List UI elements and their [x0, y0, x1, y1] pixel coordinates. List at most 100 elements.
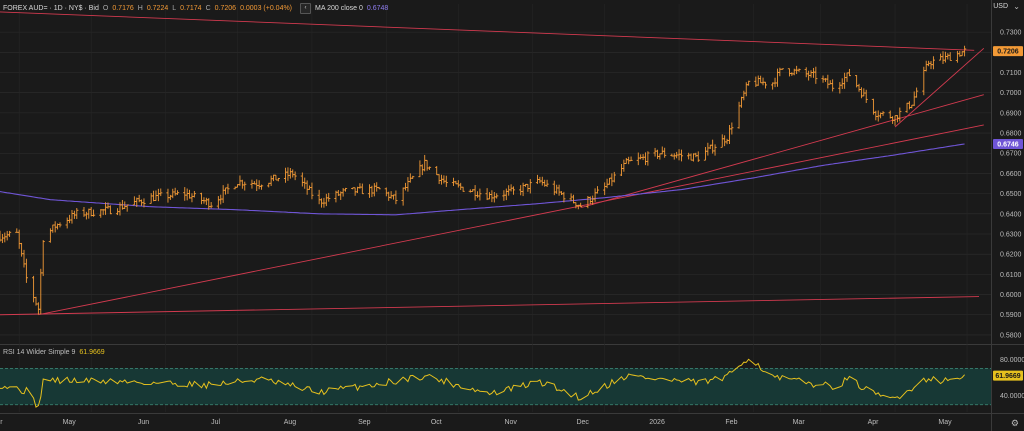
rsi-y-tick-label: 80.0000 — [1000, 357, 1024, 364]
ohlc-bar — [394, 190, 398, 205]
ma-value-tag: 0.6746 — [993, 138, 1023, 149]
ohlc-bar — [293, 171, 297, 181]
symbol-label[interactable]: FOREX AUD= · 1D · NY$ · Bid — [3, 5, 99, 12]
ohlc-bar — [276, 177, 280, 182]
chevron-left-icon[interactable]: ‹ — [300, 3, 312, 14]
trend-line — [894, 47, 985, 128]
y-tick-label: 0.6600 — [1000, 171, 1022, 178]
gear-icon[interactable]: ⚙ — [1010, 418, 1019, 428]
x-tick-label: May — [938, 419, 952, 426]
ohlc-bar — [209, 202, 213, 209]
ohlc-bar — [24, 258, 28, 283]
trend-line — [580, 94, 984, 209]
ohlc-bar — [461, 186, 465, 192]
y-tick-label: 0.7000 — [1000, 90, 1022, 97]
ohlc-bar — [125, 204, 129, 212]
y-tick-label: 0.6400 — [1000, 211, 1022, 218]
ohlc-bar — [595, 186, 600, 194]
trend-line — [0, 296, 980, 316]
rsi-line — [0, 358, 965, 408]
svg-text:0.6746: 0.6746 — [997, 141, 1019, 148]
open-label: O — [102, 5, 109, 12]
x-tick-label: Apr — [868, 419, 880, 426]
open-value: 0.7176 — [112, 5, 134, 12]
ohlc-bar — [175, 190, 180, 195]
ohlc-bar — [243, 181, 247, 191]
ohlc-bar — [511, 186, 516, 195]
ohlc-bar — [579, 202, 583, 208]
ohlc-bar — [864, 89, 868, 103]
ohlc-bar — [931, 56, 936, 70]
ohlc-bar — [142, 198, 146, 208]
y-tick-label: 0.6200 — [1000, 252, 1022, 259]
ma-label[interactable]: MA 200 close 0 — [315, 5, 363, 12]
ohlc-bar — [797, 68, 801, 72]
ohlc-bar — [898, 107, 902, 122]
close-label: C — [205, 5, 211, 12]
ohlc-bar — [411, 175, 415, 179]
ohlc-bar — [495, 193, 499, 199]
ma-value: 0.6748 — [366, 5, 389, 12]
ohlc-bar — [948, 52, 952, 61]
ohlc-bar — [646, 151, 650, 166]
low-label: L — [172, 5, 177, 12]
low-value: 0.7174 — [180, 5, 202, 12]
high-label: H — [137, 5, 143, 12]
ohlc-bar — [478, 188, 482, 201]
y-tick-label: 0.6700 — [1000, 151, 1022, 158]
svg-text:0.7206: 0.7206 — [997, 49, 1019, 56]
ohlc-bar — [259, 184, 264, 190]
ohlc-bar — [528, 179, 532, 194]
ohlc-bar — [377, 186, 381, 190]
x-tick-label: Jun — [138, 419, 149, 426]
x-tick-label: Feb — [725, 419, 737, 426]
rsi-label[interactable]: RSI 14 Wilder Simple 9 — [3, 349, 76, 356]
rsi-y-tick-label: 40.0000 — [1000, 393, 1024, 400]
change-value: 0.0003 (+0.04%) — [240, 5, 293, 12]
chevron-down-icon[interactable]: ⌄ — [1013, 2, 1020, 11]
ohlc-bar — [663, 147, 667, 158]
y-tick-label: 0.6900 — [1000, 110, 1022, 117]
x-tick-label: 2026 — [649, 419, 665, 426]
y-tick-label: 0.5800 — [1000, 332, 1022, 339]
ohlc-bar — [679, 149, 684, 162]
y-tick-label: 0.6300 — [1000, 231, 1022, 238]
y-tick-label: 0.6000 — [1000, 292, 1022, 299]
rsi-legend: RSI 14 Wilder Simple 9 61.9669 — [3, 349, 105, 356]
ohlc-bar — [226, 183, 230, 194]
ohlc-bar — [763, 81, 768, 89]
y-tick-label: 0.6100 — [1000, 272, 1022, 279]
ohlc-bar — [58, 222, 62, 228]
x-tick-label: Sep — [358, 419, 371, 426]
x-tick-label: Nov — [504, 419, 517, 426]
ohlc-bar — [327, 192, 331, 202]
ohlc-bar — [696, 151, 700, 162]
ohlc-bar — [747, 80, 751, 86]
x-tick-label: Mar — [793, 419, 806, 426]
moving-average-line — [0, 143, 965, 216]
close-value: 0.7206 — [214, 5, 237, 12]
ohlc-bar — [159, 188, 163, 197]
y-tick-label: 0.6800 — [1000, 131, 1022, 138]
currency-label[interactable]: USD — [993, 3, 1008, 10]
ohlc-bar — [963, 45, 967, 57]
rsi-value-tag: 61.9669 — [993, 370, 1023, 381]
ohlc-bar — [41, 240, 45, 277]
y-tick-label: 0.7300 — [1000, 30, 1022, 37]
ohlc-bar — [814, 66, 818, 84]
x-tick-label: Oct — [431, 419, 442, 426]
ohlc-bar — [545, 179, 549, 187]
ohlc-bar — [831, 79, 835, 92]
price-legend: FOREX AUD= · 1D · NY$ · Bid O 0.7176 H 0.7… — [3, 3, 388, 14]
y-tick-label: 0.7100 — [1000, 70, 1022, 77]
ohlc-bar — [629, 156, 633, 162]
ohlc-bar — [310, 182, 314, 200]
ohlc-bar — [730, 122, 734, 135]
x-tick-label: Apr — [0, 419, 3, 426]
x-tick-label: Aug — [284, 419, 297, 426]
ohlc-bar — [915, 87, 919, 98]
ohlc-bar — [91, 209, 96, 217]
x-tick-label: Jul — [211, 419, 220, 426]
